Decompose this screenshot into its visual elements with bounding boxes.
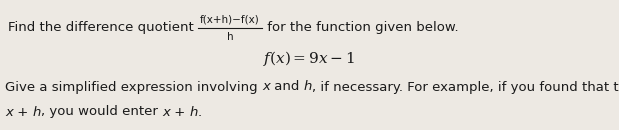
- Text: $f(x) = 9x - 1$: $f(x) = 9x - 1$: [264, 48, 355, 67]
- Text: , if necessary. For example, if you found that the difference quotient was: , if necessary. For example, if you foun…: [312, 80, 619, 93]
- Text: x: x: [262, 80, 270, 93]
- Text: Give a simplified expression involving: Give a simplified expression involving: [5, 80, 262, 93]
- Text: Find the difference quotient: Find the difference quotient: [8, 21, 198, 34]
- Text: .: .: [197, 106, 202, 119]
- Text: h: h: [32, 106, 41, 119]
- Text: h: h: [189, 106, 197, 119]
- Text: +: +: [170, 106, 189, 119]
- Text: f(x+h)−f(x): f(x+h)−f(x): [200, 14, 260, 24]
- Text: for the function given below.: for the function given below.: [262, 21, 459, 34]
- Text: and: and: [270, 80, 303, 93]
- Text: h: h: [303, 80, 312, 93]
- Text: x: x: [162, 106, 170, 119]
- Text: +: +: [13, 106, 32, 119]
- Text: , you would enter: , you would enter: [41, 106, 162, 119]
- Text: h: h: [227, 32, 233, 42]
- Text: x: x: [5, 106, 13, 119]
